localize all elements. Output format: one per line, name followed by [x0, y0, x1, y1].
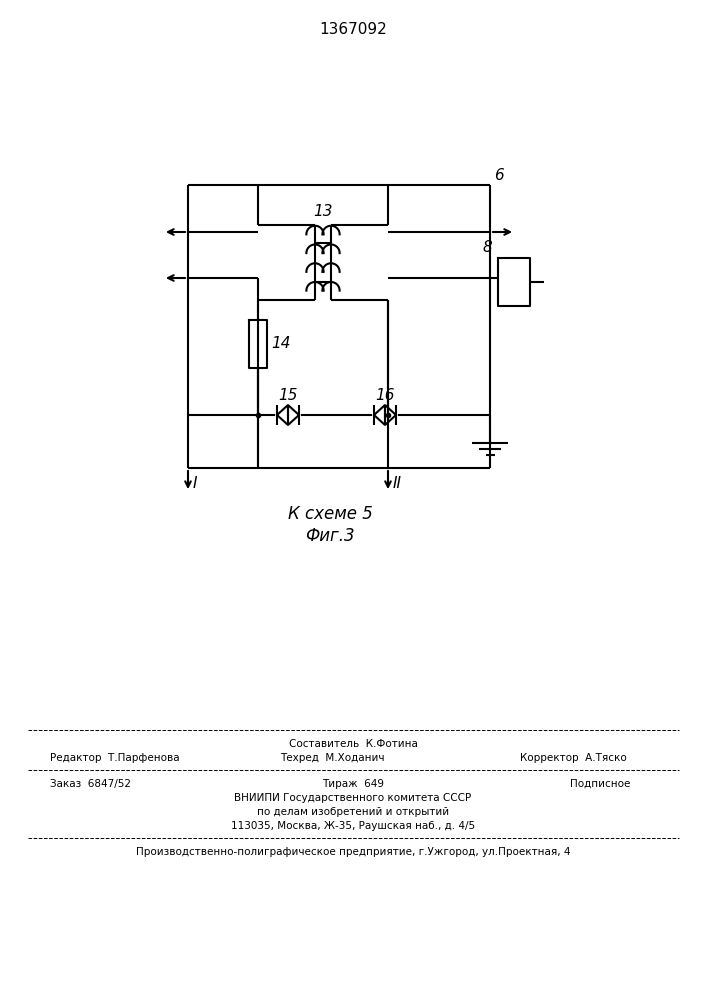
Text: по делам изобретений и открытий: по делам изобретений и открытий: [257, 807, 449, 817]
Text: Заказ  6847/52: Заказ 6847/52: [50, 779, 131, 789]
Text: Подписное: Подписное: [570, 779, 631, 789]
Text: 113035, Москва, Ж-35, Раушская наб., д. 4/5: 113035, Москва, Ж-35, Раушская наб., д. …: [231, 821, 475, 831]
Text: 6: 6: [494, 168, 504, 183]
Text: Техред  М.Ходанич: Техред М.Ходанич: [280, 753, 385, 763]
Text: 1367092: 1367092: [319, 22, 387, 37]
Text: Тираж  649: Тираж 649: [322, 779, 384, 789]
Text: 15: 15: [279, 387, 298, 402]
Text: Корректор  А.Тяско: Корректор А.Тяско: [520, 753, 626, 763]
Text: I: I: [193, 476, 197, 491]
Text: II: II: [393, 476, 402, 491]
Text: 13: 13: [313, 205, 333, 220]
Text: ВНИИПИ Государственного комитета СССР: ВНИИПИ Государственного комитета СССР: [235, 793, 472, 803]
Text: 16: 16: [375, 387, 395, 402]
Text: Редактор  Т.Парфенова: Редактор Т.Парфенова: [50, 753, 180, 763]
Text: 14: 14: [271, 336, 291, 352]
Text: Фиг.3: Фиг.3: [305, 527, 355, 545]
Text: Производственно-полиграфическое предприятие, г.Ужгород, ул.Проектная, 4: Производственно-полиграфическое предприя…: [136, 847, 571, 857]
Text: Составитель  К.Фотина: Составитель К.Фотина: [288, 739, 417, 749]
Text: К схеме 5: К схеме 5: [288, 505, 373, 523]
Text: 8: 8: [482, 240, 492, 255]
